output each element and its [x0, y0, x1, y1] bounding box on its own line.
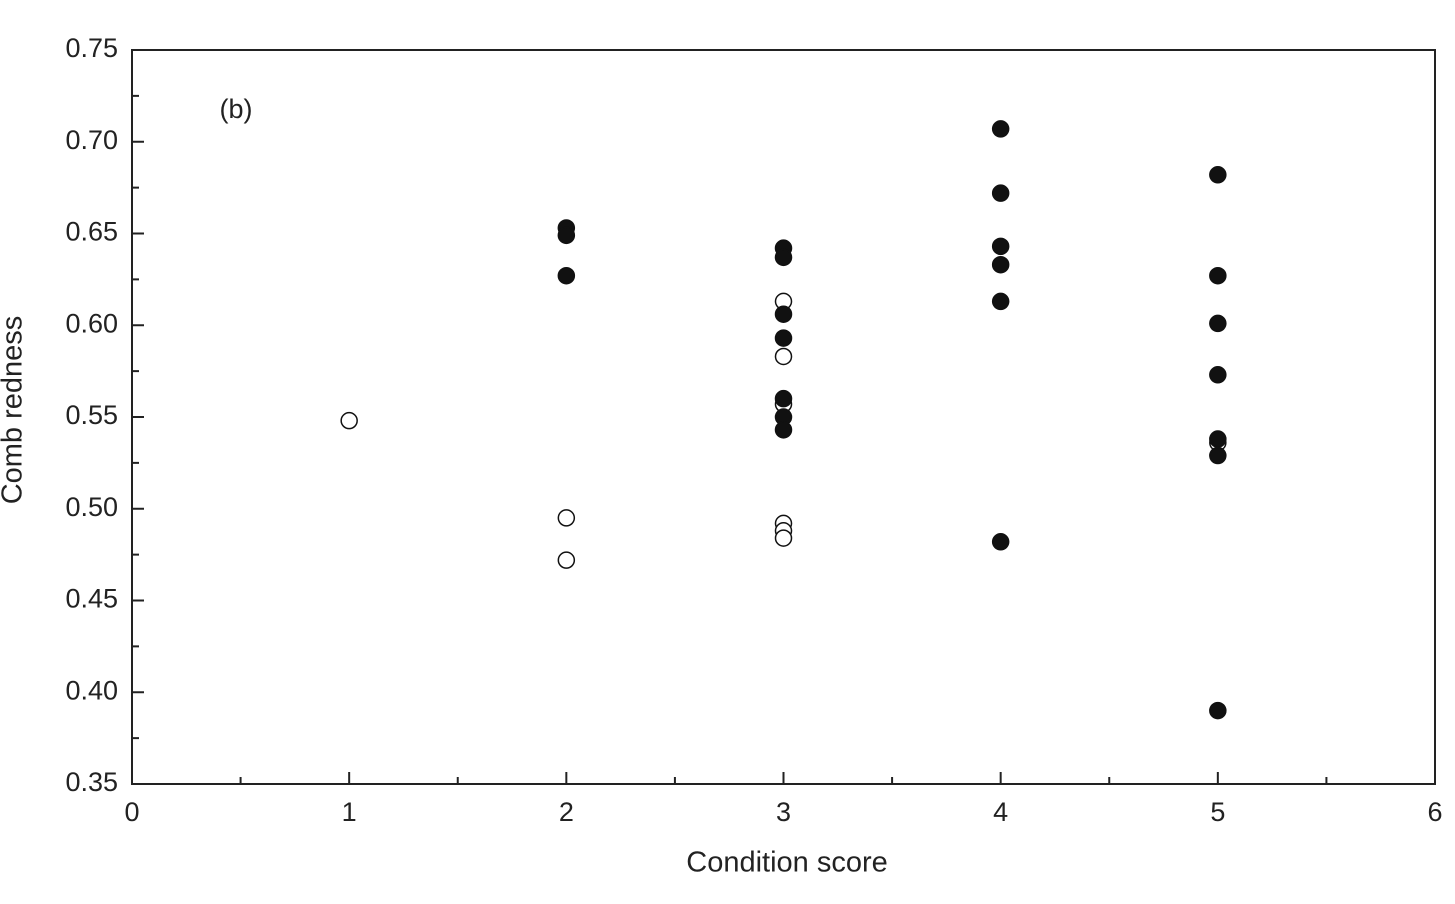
- filled-point: [557, 266, 576, 285]
- y-tick-label: 0.50: [65, 492, 118, 522]
- filled-point: [1209, 366, 1227, 384]
- x-tick-label: 0: [124, 797, 139, 827]
- y-tick-label: 0.75: [65, 33, 118, 63]
- open-point: [557, 509, 576, 527]
- y-tick-label: 0.65: [65, 217, 118, 247]
- filled-point: [774, 389, 793, 408]
- filled-point: [1209, 701, 1227, 720]
- open-point: [774, 347, 793, 366]
- filled-point: [991, 184, 1010, 202]
- open-point: [340, 411, 358, 430]
- y-tick-label: 0.40: [65, 675, 118, 705]
- y-tick-label: 0.35: [65, 767, 118, 797]
- x-tick-label: 5: [1210, 797, 1225, 827]
- open-point: [774, 529, 793, 547]
- y-axis-label: Comb redness: [0, 316, 29, 505]
- x-tick-label: 3: [776, 797, 791, 827]
- filled-point: [1209, 446, 1227, 465]
- filled-point: [991, 533, 1010, 551]
- x-axis-label: Condition score: [686, 847, 888, 879]
- filled-point: [774, 248, 793, 267]
- filled-point: [1209, 430, 1227, 448]
- open-point: [557, 551, 576, 569]
- x-tick-label: 6: [1427, 797, 1442, 827]
- y-tick-label: 0.55: [65, 400, 118, 430]
- filled-point: [1209, 314, 1227, 333]
- filled-point: [991, 237, 1010, 256]
- filled-point: [774, 329, 793, 347]
- filled-point: [991, 292, 1010, 311]
- annotation: (b): [220, 94, 253, 124]
- filled-point: [1209, 266, 1227, 285]
- x-tick-label: 1: [342, 797, 357, 827]
- filled-point: [774, 421, 793, 439]
- x-tick-label: 2: [559, 797, 574, 827]
- filled-point: [991, 120, 1010, 138]
- y-tick-label: 0.45: [65, 584, 118, 614]
- y-tick-label: 0.70: [65, 125, 118, 155]
- filled-point: [557, 226, 576, 245]
- y-tick-label: 0.60: [65, 308, 118, 338]
- filled-point: [774, 305, 793, 323]
- filled-point: [1209, 166, 1227, 184]
- filled-point: [991, 255, 1010, 274]
- x-tick-label: 4: [993, 797, 1008, 827]
